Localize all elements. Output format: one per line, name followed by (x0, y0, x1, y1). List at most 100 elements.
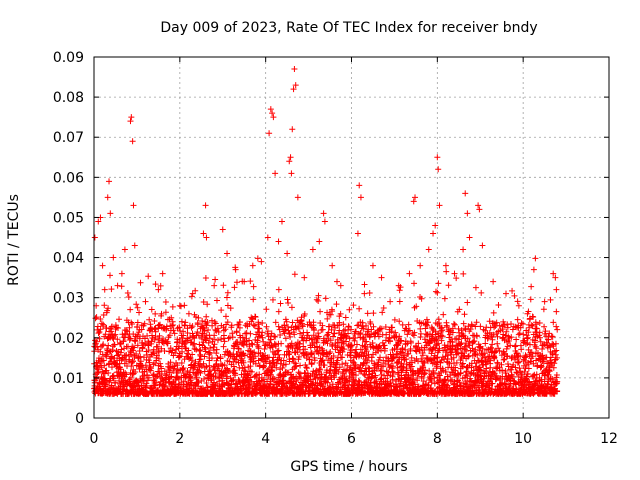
data-point (517, 353, 524, 360)
data-point (505, 337, 512, 344)
data-point (177, 303, 184, 310)
data-point (458, 327, 465, 334)
data-point (249, 349, 256, 356)
data-point (244, 371, 251, 378)
data-point (267, 371, 274, 378)
data-point (278, 218, 285, 225)
data-point (153, 354, 160, 361)
data-point (128, 319, 135, 326)
data-point (504, 353, 511, 360)
data-point (269, 296, 276, 303)
data-point (316, 238, 323, 245)
data-point (202, 336, 209, 343)
data-point (211, 379, 218, 386)
data-point (232, 266, 239, 273)
data-point (442, 262, 449, 269)
data-point (337, 282, 344, 289)
data-point (399, 321, 406, 328)
data-point (181, 341, 188, 348)
data-point (435, 166, 442, 173)
data-point (551, 360, 558, 367)
data-point (411, 280, 418, 287)
data-point (552, 274, 559, 281)
data-point (240, 359, 247, 366)
data-point (108, 286, 115, 293)
data-point (163, 323, 170, 330)
data-point (441, 295, 448, 302)
data-point (532, 337, 539, 344)
data-point (172, 349, 179, 356)
data-point (468, 321, 475, 328)
data-point (484, 359, 491, 366)
data-point (264, 234, 271, 241)
data-point (453, 275, 460, 282)
data-point (151, 336, 158, 343)
data-point (145, 347, 152, 354)
data-point (382, 360, 389, 367)
data-point (490, 369, 497, 376)
data-point (125, 293, 132, 300)
data-point (509, 326, 516, 333)
data-point (403, 356, 410, 363)
data-point (206, 362, 213, 369)
data-point (176, 324, 183, 331)
data-point (101, 362, 108, 369)
data-point (553, 371, 560, 378)
data-point (264, 328, 271, 335)
data-point (123, 327, 130, 334)
data-point (133, 301, 140, 308)
data-point (164, 340, 171, 347)
data-point (150, 346, 157, 353)
y-tick-label: 0.02 (53, 331, 84, 347)
data-point (440, 311, 447, 318)
data-point (213, 297, 220, 304)
data-point (533, 371, 540, 378)
data-point (129, 138, 136, 145)
data-point (236, 324, 243, 331)
data-point (526, 316, 533, 323)
data-point (333, 301, 340, 308)
data-point (475, 202, 482, 209)
data-point (100, 376, 107, 383)
data-point (174, 373, 181, 380)
data-point (462, 343, 469, 350)
data-point (514, 298, 521, 305)
data-point (208, 355, 215, 362)
data-point (274, 348, 281, 355)
x-tick-label: 6 (347, 431, 356, 447)
data-point (123, 371, 130, 378)
data-point (443, 268, 450, 275)
data-point (197, 346, 204, 353)
data-point (196, 347, 203, 354)
data-point (387, 298, 394, 305)
data-point (158, 310, 165, 317)
data-point (316, 365, 323, 372)
data-point (418, 295, 425, 302)
data-point (222, 326, 229, 333)
y-tick-label: 0.03 (53, 291, 84, 307)
data-point (380, 304, 387, 311)
data-point (290, 86, 297, 93)
data-point (503, 328, 510, 335)
data-point (445, 282, 452, 289)
data-point (275, 308, 282, 315)
data-point (291, 66, 298, 73)
data-point (320, 210, 327, 217)
data-point (406, 327, 413, 334)
data-point (515, 302, 522, 309)
data-point (306, 389, 313, 396)
data-point (472, 363, 479, 370)
data-point (321, 218, 328, 225)
data-point (146, 316, 153, 323)
data-point (230, 376, 237, 383)
data-point (356, 182, 363, 189)
data-point (396, 318, 403, 325)
data-point (389, 324, 396, 331)
data-point (158, 365, 165, 372)
data-point (521, 368, 528, 375)
data-point (405, 321, 412, 328)
data-point (487, 357, 494, 364)
data-point (472, 323, 479, 330)
data-point (467, 326, 474, 333)
data-point (185, 347, 192, 354)
